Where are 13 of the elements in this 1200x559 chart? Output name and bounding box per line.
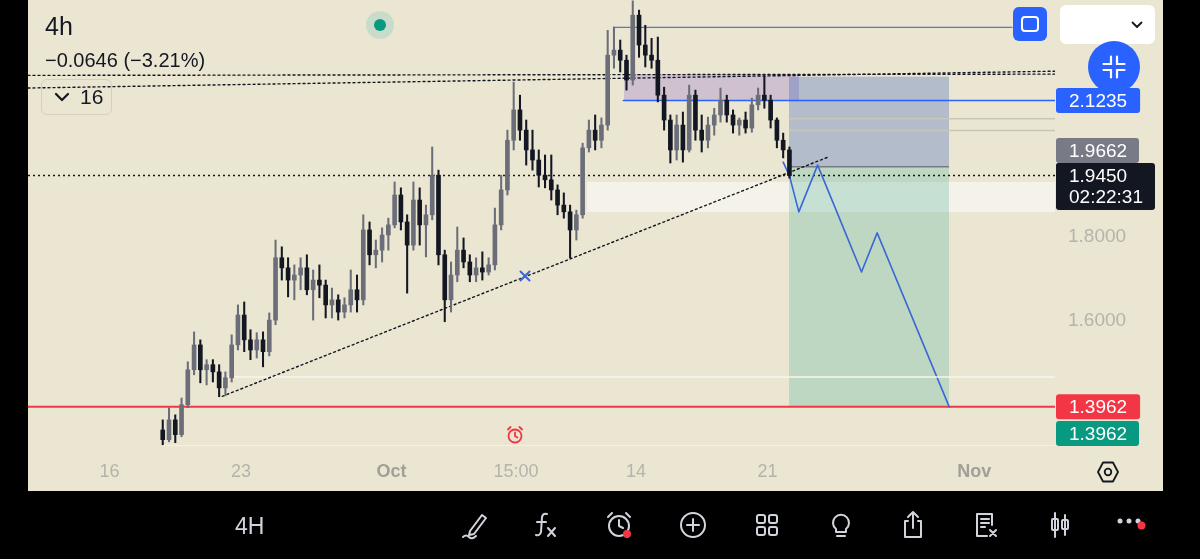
text: 1.9662: [1069, 139, 1128, 161]
text: 02:22:31: [1069, 186, 1143, 208]
toggle-button: 16: [41, 79, 112, 115]
x-tick-label: Nov: [957, 460, 992, 481]
ref-line-label: 1.9450: [1069, 164, 1128, 186]
text: −0.0646 (−3.21%): [45, 49, 206, 72]
data-label: 2.1235: [1069, 89, 1128, 111]
text: 1.3962: [1069, 422, 1128, 444]
x-tick-label: Oct: [376, 460, 407, 481]
text: 4h: [45, 12, 73, 41]
annotation: 16: [80, 85, 104, 109]
text: 4H: [235, 512, 265, 540]
ref-line-label: 1.3962: [1069, 395, 1128, 417]
